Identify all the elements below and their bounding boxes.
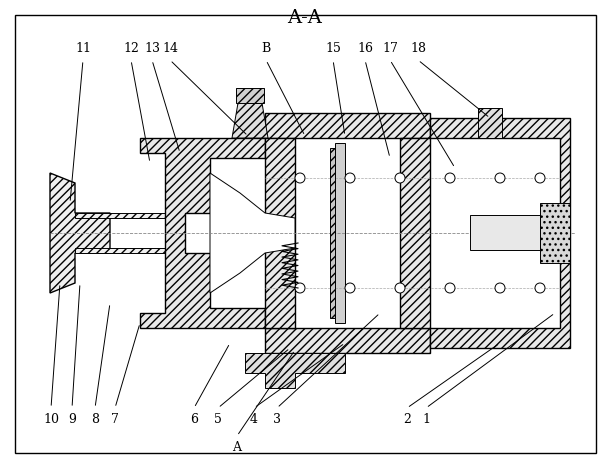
Polygon shape — [430, 118, 570, 348]
Polygon shape — [232, 103, 268, 138]
Text: 8: 8 — [91, 413, 99, 426]
Text: 3: 3 — [273, 413, 281, 426]
Polygon shape — [400, 138, 430, 328]
Text: 12: 12 — [123, 42, 139, 55]
Polygon shape — [330, 148, 335, 318]
Polygon shape — [75, 248, 185, 253]
Text: A: A — [233, 441, 241, 454]
Circle shape — [445, 283, 455, 293]
Bar — [470, 215, 540, 250]
Polygon shape — [335, 143, 345, 323]
Polygon shape — [478, 108, 502, 138]
Circle shape — [345, 173, 355, 183]
Polygon shape — [265, 113, 430, 138]
Text: 7: 7 — [111, 413, 119, 426]
Text: 4: 4 — [250, 413, 258, 426]
Polygon shape — [140, 138, 265, 328]
Circle shape — [395, 283, 405, 293]
Circle shape — [445, 173, 455, 183]
Polygon shape — [236, 88, 264, 103]
Circle shape — [295, 173, 305, 183]
Text: 9: 9 — [68, 413, 76, 426]
Polygon shape — [265, 138, 295, 328]
Polygon shape — [540, 203, 570, 263]
Text: 11: 11 — [75, 42, 91, 55]
Circle shape — [495, 173, 505, 183]
Circle shape — [345, 283, 355, 293]
Text: 15: 15 — [325, 42, 341, 55]
Text: 6: 6 — [190, 413, 198, 426]
Text: 14: 14 — [162, 42, 178, 55]
Text: B: B — [262, 42, 271, 55]
Text: 18: 18 — [410, 42, 426, 55]
Circle shape — [495, 283, 505, 293]
Polygon shape — [265, 328, 430, 353]
Text: 1: 1 — [422, 413, 430, 426]
Polygon shape — [50, 173, 110, 293]
Text: 13: 13 — [144, 42, 160, 55]
Text: A-A: A-A — [288, 9, 323, 27]
Circle shape — [395, 173, 405, 183]
Polygon shape — [75, 213, 185, 218]
Polygon shape — [210, 173, 295, 293]
Circle shape — [535, 173, 545, 183]
Text: 2: 2 — [403, 413, 411, 426]
Text: 5: 5 — [214, 413, 222, 426]
Circle shape — [295, 283, 305, 293]
Polygon shape — [245, 353, 345, 388]
Text: 16: 16 — [357, 42, 373, 55]
Circle shape — [535, 283, 545, 293]
Text: 10: 10 — [43, 413, 59, 426]
Text: 17: 17 — [382, 42, 398, 55]
